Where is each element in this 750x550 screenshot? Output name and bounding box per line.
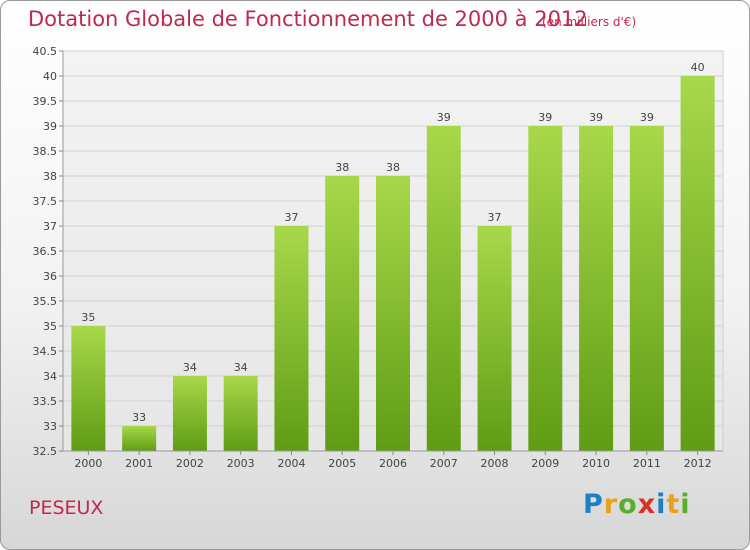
data-label-2011: 39 (640, 111, 654, 124)
data-label-2001: 33 (132, 411, 146, 424)
bar-2001 (122, 426, 157, 451)
y-tick-label: 38 (43, 170, 57, 183)
y-tick-label: 34.5 (33, 345, 58, 358)
proxiti-logo[interactable]: Proxiti (583, 489, 691, 520)
bar-2010 (579, 126, 614, 451)
y-tick-label: 35 (43, 320, 57, 333)
chart-title: Dotation Globale de Fonctionnement de 20… (28, 7, 588, 31)
x-axis-ticks: 2000 2001 2002 2003 2004 2005 2006 2007 2008 2009… (62, 51, 723, 470)
bar-2006 (376, 176, 410, 451)
y-axis-ticks: 32.5 33 33.5 34 34.5 35 35.5 36 36.5 37 37.5 38 38.5… (33, 45, 63, 458)
y-tick-label: 37 (43, 220, 57, 233)
x-tick-label-2012: 2012 (684, 457, 712, 470)
y-tick-label: 37.5 (33, 195, 58, 208)
y-tick-label: 39 (43, 120, 57, 133)
y-tick-label: 33 (43, 420, 57, 433)
data-label-2002: 34 (183, 361, 197, 374)
y-tick-label: 34 (43, 370, 57, 383)
x-tick-label-2000: 2000 (74, 457, 102, 470)
x-tick-label-2003: 2003 (227, 457, 255, 470)
data-label-2006: 38 (386, 161, 400, 174)
bar-2011 (629, 126, 664, 451)
data-label-2005: 38 (335, 161, 349, 174)
data-label-2000: 35 (81, 311, 95, 324)
x-tick-label-2011: 2011 (633, 457, 661, 470)
x-tick-label-2010: 2010 (582, 457, 610, 470)
y-tick-label: 35.5 (33, 295, 58, 308)
bar-2005 (325, 176, 360, 451)
y-tick-label: 40 (43, 70, 57, 83)
bar-2003 (223, 376, 258, 451)
x-tick-label-2002: 2002 (176, 457, 204, 470)
x-tick-label-2005: 2005 (328, 457, 356, 470)
y-tick-label: 39.5 (33, 95, 58, 108)
y-tick-label: 33.5 (33, 395, 58, 408)
data-label-2008: 37 (488, 211, 502, 224)
data-label-2007: 39 (437, 111, 451, 124)
bar-2008 (477, 226, 512, 451)
bar-2012 (680, 76, 715, 451)
data-label-2003: 34 (234, 361, 248, 374)
x-tick-label-2006: 2006 (379, 457, 407, 470)
y-tick-label: 32.5 (33, 445, 58, 458)
x-tick-label-2001: 2001 (125, 457, 153, 470)
y-tick-label: 38.5 (33, 145, 58, 158)
y-tick-label: 36 (43, 270, 57, 283)
x-tick-label-2008: 2008 (481, 457, 509, 470)
bar-2007 (426, 126, 461, 451)
data-label-2009: 39 (538, 111, 552, 124)
bar-2009 (528, 126, 563, 451)
bars (71, 76, 715, 451)
data-label-2012: 40 (691, 61, 705, 74)
bar-2002 (172, 376, 207, 451)
x-tick-label-2007: 2007 (430, 457, 458, 470)
x-tick-label-2009: 2009 (531, 457, 559, 470)
y-tick-label: 36.5 (33, 245, 58, 258)
x-tick-label-2004: 2004 (277, 457, 305, 470)
data-label-2010: 39 (589, 111, 603, 124)
chart-subtitle: (en milliers d'€) (542, 15, 637, 29)
data-labels: 35 33 34 34 37 38 38 39 37 39 39 39 40 (81, 61, 704, 424)
commune-name: PESEUX (29, 497, 104, 519)
bar-2004 (274, 226, 309, 451)
data-label-2004: 37 (284, 211, 298, 224)
y-tick-label: 40.5 (33, 45, 58, 58)
bar-2000 (71, 326, 106, 451)
